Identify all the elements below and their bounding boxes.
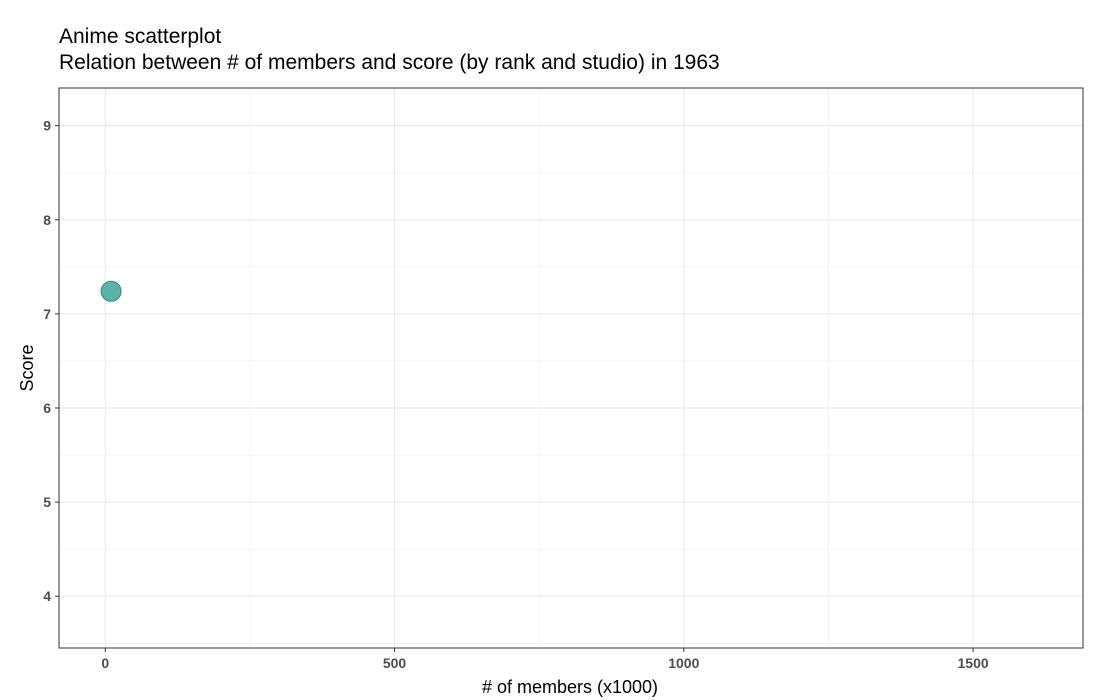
plot-border xyxy=(58,87,1084,649)
y-tick-label: 9 xyxy=(43,118,51,134)
y-tick-label: 7 xyxy=(43,306,51,322)
x-tick-label: 0 xyxy=(101,655,109,671)
x-tick-label: 1000 xyxy=(668,655,699,671)
data-point xyxy=(100,280,122,302)
chart-title: Anime scatterplot xyxy=(59,25,221,48)
x-tick-label: 500 xyxy=(383,655,407,671)
y-tick-label: 8 xyxy=(43,212,51,228)
plot-background xyxy=(59,88,1083,648)
y-axis-title: Score xyxy=(17,344,37,391)
chart-subtitle: Relation between # of members and score … xyxy=(59,51,720,74)
y-tick-label: 6 xyxy=(43,400,51,416)
plot-area: 0 500 1000 1500 4 5 6 7 8 9 xyxy=(43,87,1084,671)
x-tick-label: 1500 xyxy=(958,655,989,671)
y-tick-label: 5 xyxy=(43,494,51,510)
y-tick-label: 4 xyxy=(43,588,51,604)
x-axis-title: # of members (x1000) xyxy=(482,677,658,697)
